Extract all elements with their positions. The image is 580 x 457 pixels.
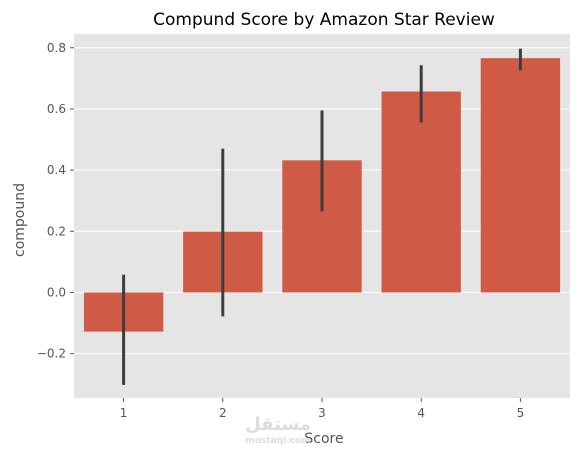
x-tick-label: 2	[219, 406, 227, 420]
y-tick-label: 0.4	[47, 163, 66, 177]
watermark-arabic: مستقل	[245, 414, 311, 435]
x-tick-label: 3	[318, 406, 326, 420]
watermark: مستقل mostaql.com	[245, 414, 311, 446]
y-tick-label: −0.2	[37, 347, 66, 361]
x-ticks: 1 2 3 4 5	[120, 406, 524, 420]
bar	[381, 91, 461, 293]
x-tick-label: 5	[517, 406, 525, 420]
y-tick-label: 0.6	[47, 102, 66, 116]
error-bars	[122, 48, 522, 385]
x-tick-label: 4	[417, 406, 425, 420]
bar	[480, 58, 561, 293]
y-ticks: −0.2 0.0 0.2 0.4 0.6 0.8	[37, 41, 74, 361]
y-axis-label: compound	[12, 183, 28, 257]
y-tick-label: 0.8	[47, 41, 66, 55]
chart-title: Compund Score by Amazon Star Review	[153, 10, 495, 30]
x-axis-label: Score	[304, 431, 343, 447]
y-tick-label: 0.2	[47, 224, 66, 238]
y-tick-label: 0.0	[47, 285, 66, 299]
watermark-latin: mostaql.com	[245, 436, 310, 446]
bars	[83, 58, 561, 332]
x-tick-label: 1	[120, 406, 128, 420]
